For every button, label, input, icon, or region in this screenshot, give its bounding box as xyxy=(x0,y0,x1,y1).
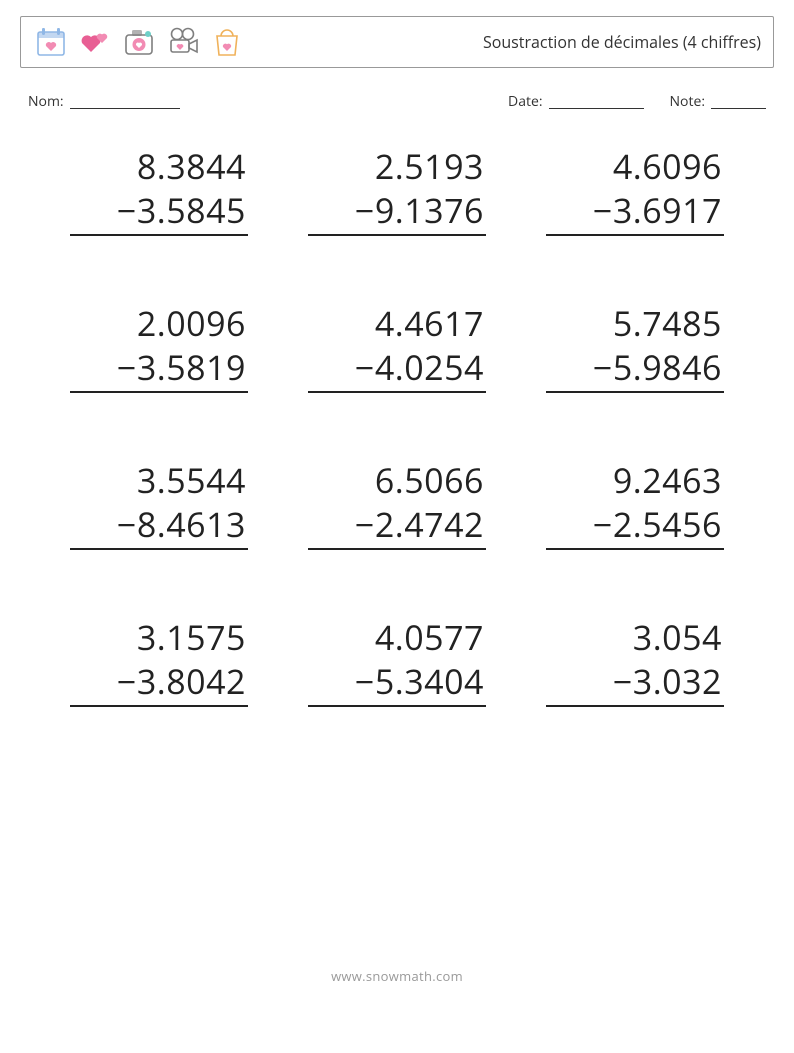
problem: 2.0096−3.5819 xyxy=(70,302,248,393)
problem: 4.4617−4.0254 xyxy=(308,302,486,393)
problem: 9.2463−2.5456 xyxy=(546,459,724,550)
problem: 3.1575−3.8042 xyxy=(70,616,248,707)
date-label: Date: xyxy=(508,92,542,111)
subtrahend: −3.5819 xyxy=(117,346,248,390)
rule xyxy=(308,705,486,707)
worksheet-page: Soustraction de décimales (4 chiffres) N… xyxy=(0,0,794,985)
subtrahend: −3.5845 xyxy=(117,189,248,233)
worksheet-title: Soustraction de décimales (4 chiffres) xyxy=(483,31,761,53)
minuend: 5.7485 xyxy=(613,302,724,346)
film-camera-icon xyxy=(165,24,201,60)
problem: 2.5193−9.1376 xyxy=(308,145,486,236)
rule xyxy=(546,548,724,550)
subtrahend: −3.032 xyxy=(613,660,724,704)
rule xyxy=(70,234,248,236)
rule xyxy=(308,548,486,550)
rule xyxy=(70,391,248,393)
rule xyxy=(70,548,248,550)
subtrahend: −2.5456 xyxy=(593,503,724,547)
minuend: 6.5066 xyxy=(375,459,486,503)
minuend: 3.5544 xyxy=(137,459,248,503)
minuend: 3.1575 xyxy=(137,616,248,660)
note-label: Note: xyxy=(670,92,706,111)
meta-name: Nom: xyxy=(28,92,180,111)
subtrahend: −5.9846 xyxy=(593,346,724,390)
shopping-bag-heart-icon xyxy=(209,24,245,60)
subtrahend: −9.1376 xyxy=(355,189,486,233)
minuend: 4.4617 xyxy=(375,302,486,346)
minuend: 2.5193 xyxy=(375,145,486,189)
rule xyxy=(70,705,248,707)
rule xyxy=(546,705,724,707)
subtrahend: −8.4613 xyxy=(117,503,248,547)
minuend: 2.0096 xyxy=(137,302,248,346)
problem: 5.7485−5.9846 xyxy=(546,302,724,393)
date-blank[interactable] xyxy=(549,95,644,109)
hearts-icon xyxy=(77,24,113,60)
problem: 3.5544−8.4613 xyxy=(70,459,248,550)
minuend: 9.2463 xyxy=(613,459,724,503)
minuend: 8.3844 xyxy=(137,145,248,189)
header-icons xyxy=(33,24,245,60)
calendar-heart-icon xyxy=(33,24,69,60)
subtrahend: −4.0254 xyxy=(355,346,486,390)
problem: 3.054−3.032 xyxy=(546,616,724,707)
rule xyxy=(546,391,724,393)
name-blank[interactable] xyxy=(70,95,180,109)
name-label: Nom: xyxy=(28,92,64,111)
subtrahend: −3.6917 xyxy=(593,189,724,233)
problem: 4.6096−3.6917 xyxy=(546,145,724,236)
note-blank[interactable] xyxy=(711,95,766,109)
problem: 6.5066−2.4742 xyxy=(308,459,486,550)
meta-row: Nom: Date: Note: xyxy=(28,92,766,111)
problem: 4.0577−5.3404 xyxy=(308,616,486,707)
rule xyxy=(546,234,724,236)
minuend: 3.054 xyxy=(633,616,724,660)
header-box: Soustraction de décimales (4 chiffres) xyxy=(20,16,774,68)
subtrahend: −3.8042 xyxy=(117,660,248,704)
problem: 8.3844−3.5845 xyxy=(70,145,248,236)
rule xyxy=(308,234,486,236)
rule xyxy=(308,391,486,393)
subtrahend: −2.4742 xyxy=(355,503,486,547)
problems-grid: 8.3844−3.5845 2.5193−9.1376 4.6096−3.691… xyxy=(20,111,774,707)
camera-heart-icon xyxy=(121,24,157,60)
minuend: 4.0577 xyxy=(375,616,486,660)
footer-url: www.snowmath.com xyxy=(20,967,774,985)
minuend: 4.6096 xyxy=(613,145,724,189)
subtrahend: −5.3404 xyxy=(355,660,486,704)
